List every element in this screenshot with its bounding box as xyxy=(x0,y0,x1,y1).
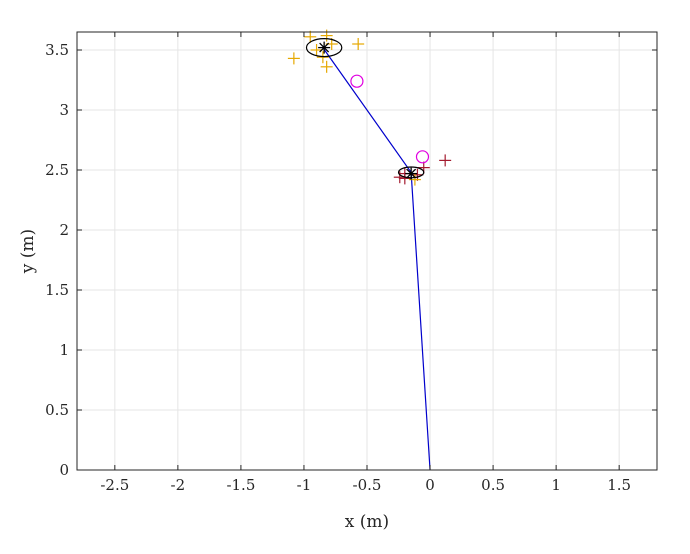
uncertainty-ellipse xyxy=(397,166,425,179)
y-axis-label: y (m) xyxy=(18,229,38,274)
asterisk-stroke xyxy=(406,168,417,179)
circle-point xyxy=(350,74,364,88)
red-plus-point xyxy=(439,154,452,167)
y-tick-label: 3 xyxy=(59,101,69,119)
y-tick-label: 3.5 xyxy=(45,41,69,59)
y-tick-label: 0.5 xyxy=(45,401,69,419)
axis-ticks: -2.5 -2 -1.5 -1 -0.5 0 0.5 1 1.5 0 0.5 1 1.5 2 2.5 3 3.5 xyxy=(45,32,657,494)
yellow-plus-point xyxy=(310,44,323,56)
x-tick-label: -2 xyxy=(171,476,186,494)
uncertainty-ellipse xyxy=(305,37,343,58)
x-axis-label: x (m) xyxy=(345,512,389,532)
circle-point xyxy=(415,150,430,164)
x-tick-label: 0 xyxy=(425,476,435,494)
yellow-plus-point xyxy=(352,38,365,50)
yellow-plus-point xyxy=(316,51,329,64)
x-tick-label: 1 xyxy=(551,476,561,494)
x-tick-label: 1.5 xyxy=(607,476,631,494)
yellow-plus-point xyxy=(320,60,333,73)
asterisk-stroke xyxy=(319,42,330,53)
asterisk-point xyxy=(318,41,331,54)
y-tick-label: 0 xyxy=(59,461,69,479)
yellow-plus-point xyxy=(304,30,317,43)
y-tick-label: 2 xyxy=(59,221,69,239)
x-tick-label: -1 xyxy=(297,476,312,494)
y-tick-label: 2.5 xyxy=(45,161,69,179)
x-tick-label: -2.5 xyxy=(100,476,129,494)
chart-marks xyxy=(287,29,452,471)
x-tick-label: -0.5 xyxy=(353,476,382,494)
x-tick-label: 0.5 xyxy=(481,476,505,494)
y-tick-label: 1 xyxy=(59,341,69,359)
y-tick-label: 1.5 xyxy=(45,281,69,299)
red-plus-point xyxy=(411,168,424,181)
red-plus-point xyxy=(398,172,411,185)
yellow-plus-point xyxy=(287,52,300,65)
x-tick-label: -1.5 xyxy=(226,476,255,494)
